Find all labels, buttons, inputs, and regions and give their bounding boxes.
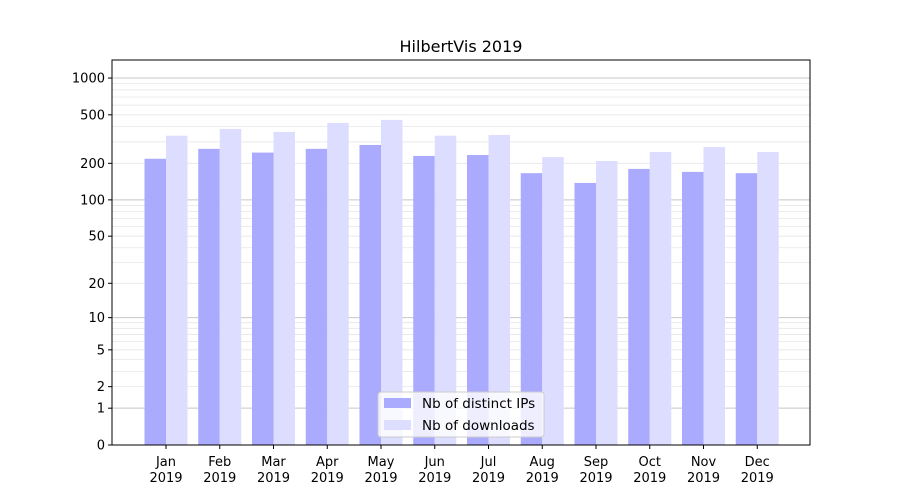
- bar-ips: [413, 155, 435, 446]
- legend-label-ips: Nb of distinct IPs: [422, 396, 535, 412]
- bar-downloads: [649, 151, 672, 445]
- bar-ips: [305, 148, 328, 446]
- legend-swatch-ips: [384, 398, 411, 408]
- bar-downloads: [434, 135, 457, 445]
- y-tick-label: 1000: [72, 72, 105, 87]
- bar-ips: [198, 148, 220, 446]
- bar-ips: [628, 168, 650, 445]
- bar-ips: [144, 158, 166, 446]
- bar-ips: [467, 155, 489, 445]
- x-tick-label: Jan 2019: [149, 455, 182, 486]
- bar-downloads: [542, 157, 564, 446]
- y-tick-label: 5: [97, 343, 105, 358]
- legend: Nb of distinct IPs Nb of downloads: [377, 391, 545, 438]
- x-tick-label: Jul 2019: [472, 455, 505, 486]
- bar-downloads: [219, 128, 242, 446]
- x-tick-label: Feb 2019: [203, 455, 236, 486]
- bar-ips: [359, 144, 381, 445]
- y-tick-label: 2: [97, 380, 105, 395]
- y-tick-label: 200: [80, 157, 105, 172]
- y-tick-label: 50: [88, 230, 105, 245]
- x-tick-label: Nov 2019: [687, 455, 720, 486]
- y-axis: 0 1 2 5 10 20 50 100 200 500 1000: [72, 72, 112, 454]
- bar-ips: [735, 173, 758, 445]
- bar-downloads: [757, 151, 779, 445]
- x-tick-label: Aug 2019: [526, 455, 559, 486]
- bar-downloads: [327, 122, 349, 445]
- chart-title: HilbertVis 2019: [400, 37, 523, 56]
- x-tick-label: Sep 2019: [579, 455, 612, 486]
- bar-ips: [574, 182, 596, 445]
- x-tick-label: May 2019: [364, 455, 397, 486]
- bar-ips: [520, 173, 543, 445]
- legend-swatch-downloads: [384, 420, 411, 430]
- bar-downloads: [703, 147, 725, 445]
- x-axis: Jan 2019 Feb 2019 Mar 2019 Apr 2019 May 2019 Jun 20…: [149, 445, 774, 486]
- y-tick-label: 20: [88, 277, 105, 292]
- bar-downloads: [596, 160, 618, 445]
- legend-box: [377, 391, 545, 438]
- bars: [144, 119, 779, 446]
- y-tick-label: 100: [80, 193, 105, 208]
- y-tick-label: 500: [80, 108, 105, 123]
- bar-downloads: [381, 119, 403, 446]
- bar-ips: [682, 171, 704, 445]
- x-tick-label: Dec 2019: [741, 455, 774, 486]
- legend-label-downloads: Nb of downloads: [422, 418, 535, 434]
- bar-ips: [252, 152, 274, 446]
- x-tick-label: Apr 2019: [311, 455, 344, 486]
- bar-downloads: [273, 131, 295, 446]
- plot-frame: [111, 59, 811, 446]
- bar-downloads: [488, 134, 510, 445]
- y-tick-label: 10: [88, 311, 105, 326]
- bar-downloads: [166, 135, 188, 445]
- x-tick-label: Mar 2019: [257, 455, 290, 486]
- y-tick-label: 0: [97, 439, 105, 454]
- x-tick-label: Jun 2019: [418, 455, 451, 486]
- y-tick-label: 1: [97, 402, 105, 417]
- x-tick-label: Oct 2019: [633, 455, 666, 486]
